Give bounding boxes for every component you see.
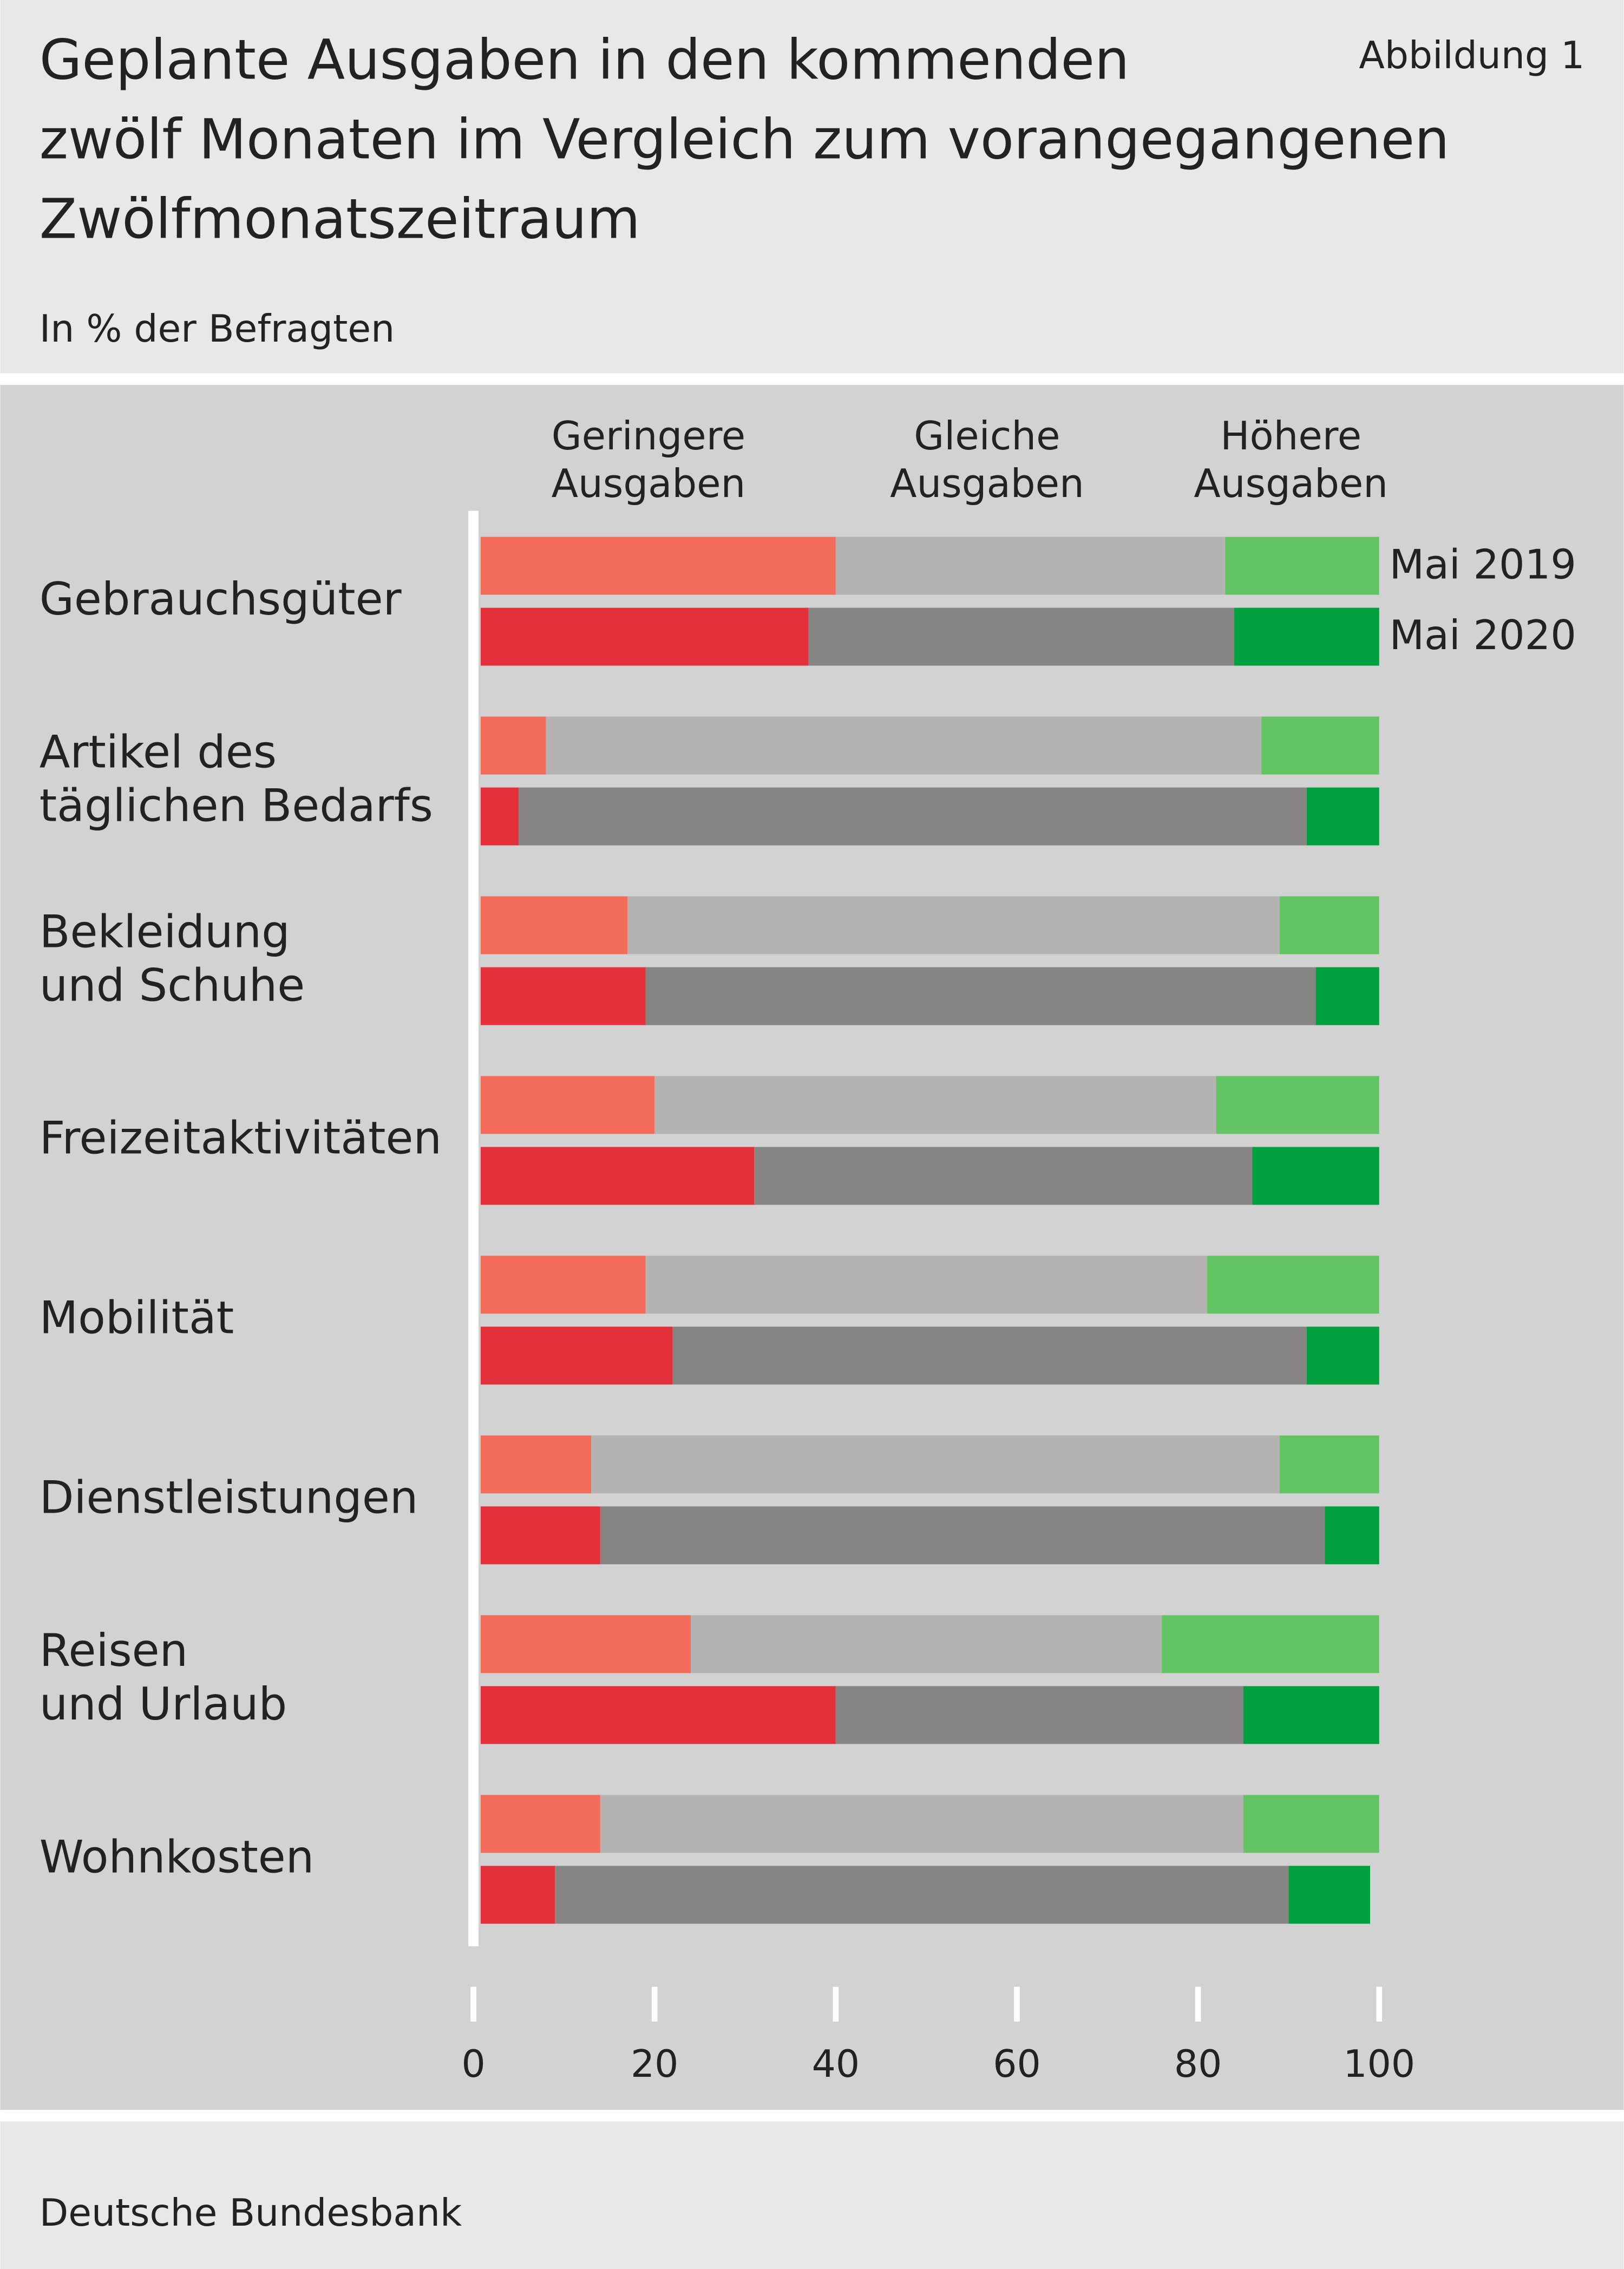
bar-segment xyxy=(645,1256,1207,1314)
category-label: Mobilität xyxy=(40,1292,234,1344)
bar-segment xyxy=(519,787,1307,846)
bar-segment xyxy=(600,1506,1325,1565)
bar-segment xyxy=(654,1076,1216,1134)
bar-segment xyxy=(480,1147,755,1205)
bar-segment xyxy=(480,896,628,954)
bar-segment xyxy=(835,537,1226,595)
bar-segment xyxy=(1252,1147,1379,1205)
category-label: Gebrauchsgüter xyxy=(40,573,402,625)
category-label: Reisen und Urlaub xyxy=(40,1624,287,1730)
bar-segment xyxy=(1261,716,1379,775)
category-label: Artikel des täglichen Bedarfs xyxy=(40,725,433,832)
bar-segment xyxy=(1306,787,1379,846)
bar-segment xyxy=(672,1326,1307,1385)
bar-segment xyxy=(1207,1256,1379,1314)
category-label: Freizeitaktivitäten xyxy=(40,1112,442,1165)
bar-segment xyxy=(1243,1795,1379,1853)
bar-segment xyxy=(555,1866,1289,1924)
legend-label: Gleiche Ausgaben xyxy=(890,414,1084,507)
x-tick-label: 100 xyxy=(1343,2042,1415,2086)
legend-label: Höhere Ausgaben xyxy=(1194,414,1388,507)
bar-segment xyxy=(480,1076,655,1134)
bar-segment xyxy=(480,1326,673,1385)
bar-segment xyxy=(480,1615,691,1673)
x-tick-label: 0 xyxy=(461,2042,485,2086)
x-tick-label: 20 xyxy=(631,2042,678,2086)
legend-label: Geringere Ausgaben xyxy=(552,414,746,507)
bar-segment xyxy=(835,1686,1243,1744)
bar-segment xyxy=(1315,967,1379,1025)
bar-segment xyxy=(1306,1326,1379,1385)
category-label: Dienstleistungen xyxy=(40,1472,418,1524)
bar-segment xyxy=(1162,1615,1379,1673)
bar-segment xyxy=(1279,1435,1379,1494)
x-tick-label: 80 xyxy=(1174,2042,1222,2086)
bar-segment xyxy=(591,1435,1280,1494)
bar-segment xyxy=(1325,1506,1379,1565)
chart-title: Geplante Ausgaben in den kommenden zwölf … xyxy=(40,28,1450,251)
bar-segment xyxy=(808,607,1235,666)
bar-segment xyxy=(645,967,1316,1025)
bar-segment xyxy=(480,967,646,1025)
x-tick-label: 40 xyxy=(812,2042,860,2086)
subtitle: In % der Befragten xyxy=(40,307,395,351)
bar-segment xyxy=(480,1795,600,1853)
bar-segment xyxy=(480,537,836,595)
bar-segment xyxy=(546,716,1262,775)
bar-segment xyxy=(480,787,519,846)
group-label: Mai 2020 xyxy=(1389,612,1576,659)
bar-segment xyxy=(1225,537,1379,595)
bar-segment xyxy=(480,1256,646,1314)
header-bg xyxy=(0,0,1624,374)
bar-segment xyxy=(480,607,809,666)
category-label: Bekleidung und Schuhe xyxy=(40,905,305,1011)
group-label: Mai 2019 xyxy=(1389,541,1576,588)
figure-label: Abbildung 1 xyxy=(1359,34,1584,77)
bar-segment xyxy=(480,1506,600,1565)
bar-segment xyxy=(1288,1866,1371,1924)
bar-segment xyxy=(754,1147,1253,1205)
bar-segment xyxy=(627,896,1280,954)
bar-segment xyxy=(1279,896,1379,954)
bar-segment xyxy=(480,1686,836,1744)
x-tick-label: 60 xyxy=(993,2042,1040,2086)
footer-bg xyxy=(0,2121,1624,2269)
category-label: Wohnkosten xyxy=(40,1831,315,1884)
bar-segment xyxy=(1234,607,1379,666)
bar-segment xyxy=(1216,1076,1379,1134)
bar-segment xyxy=(480,716,546,775)
bar-segment xyxy=(600,1795,1243,1853)
source: Deutsche Bundesbank xyxy=(40,2191,462,2235)
bar-segment xyxy=(480,1866,555,1924)
bar-segment xyxy=(480,1435,592,1494)
bar-segment xyxy=(1243,1686,1379,1744)
bar-segment xyxy=(691,1615,1162,1673)
